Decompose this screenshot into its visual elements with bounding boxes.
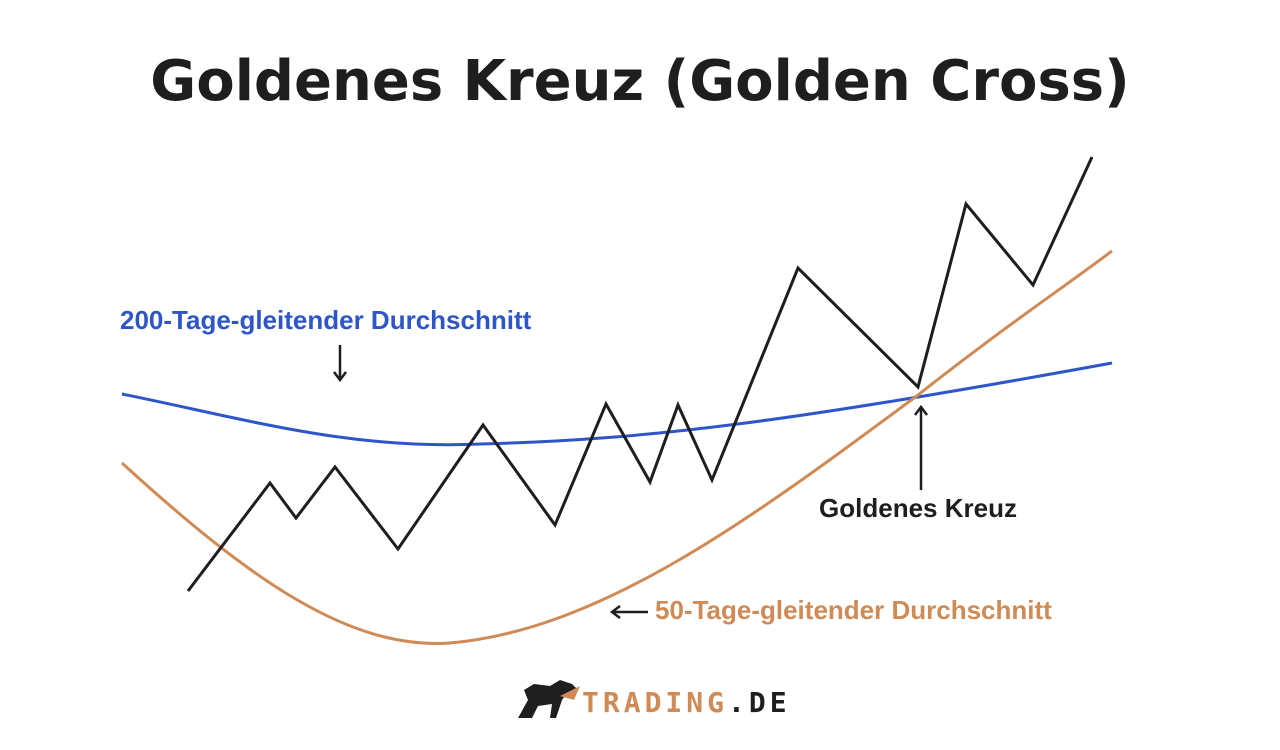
- ma200-line: [121, 361, 1113, 447]
- logo-text: TRADING.DE: [582, 686, 791, 719]
- arrow-left: [609, 605, 648, 619]
- title: Goldenes Kreuz (Golden Cross): [150, 49, 1129, 114]
- cross-label: Goldenes Kreuz: [819, 493, 1017, 523]
- logo-suffix: .DE: [728, 686, 791, 719]
- arrow-down: [333, 345, 347, 383]
- logo: TRADING.DE: [518, 680, 791, 719]
- ma200-label: 200-Tage-gleitender Durchschnitt: [120, 305, 532, 335]
- logo-icon: [518, 680, 578, 718]
- price-line: [186, 156, 1094, 592]
- arrow-up: [914, 404, 928, 490]
- ma50-label: 50-Tage-gleitender Durchschnitt: [655, 595, 1052, 625]
- logo-icon-accent: [560, 686, 580, 700]
- ma50-line: [120, 249, 1113, 645]
- logo-brand: TRADING: [582, 686, 728, 719]
